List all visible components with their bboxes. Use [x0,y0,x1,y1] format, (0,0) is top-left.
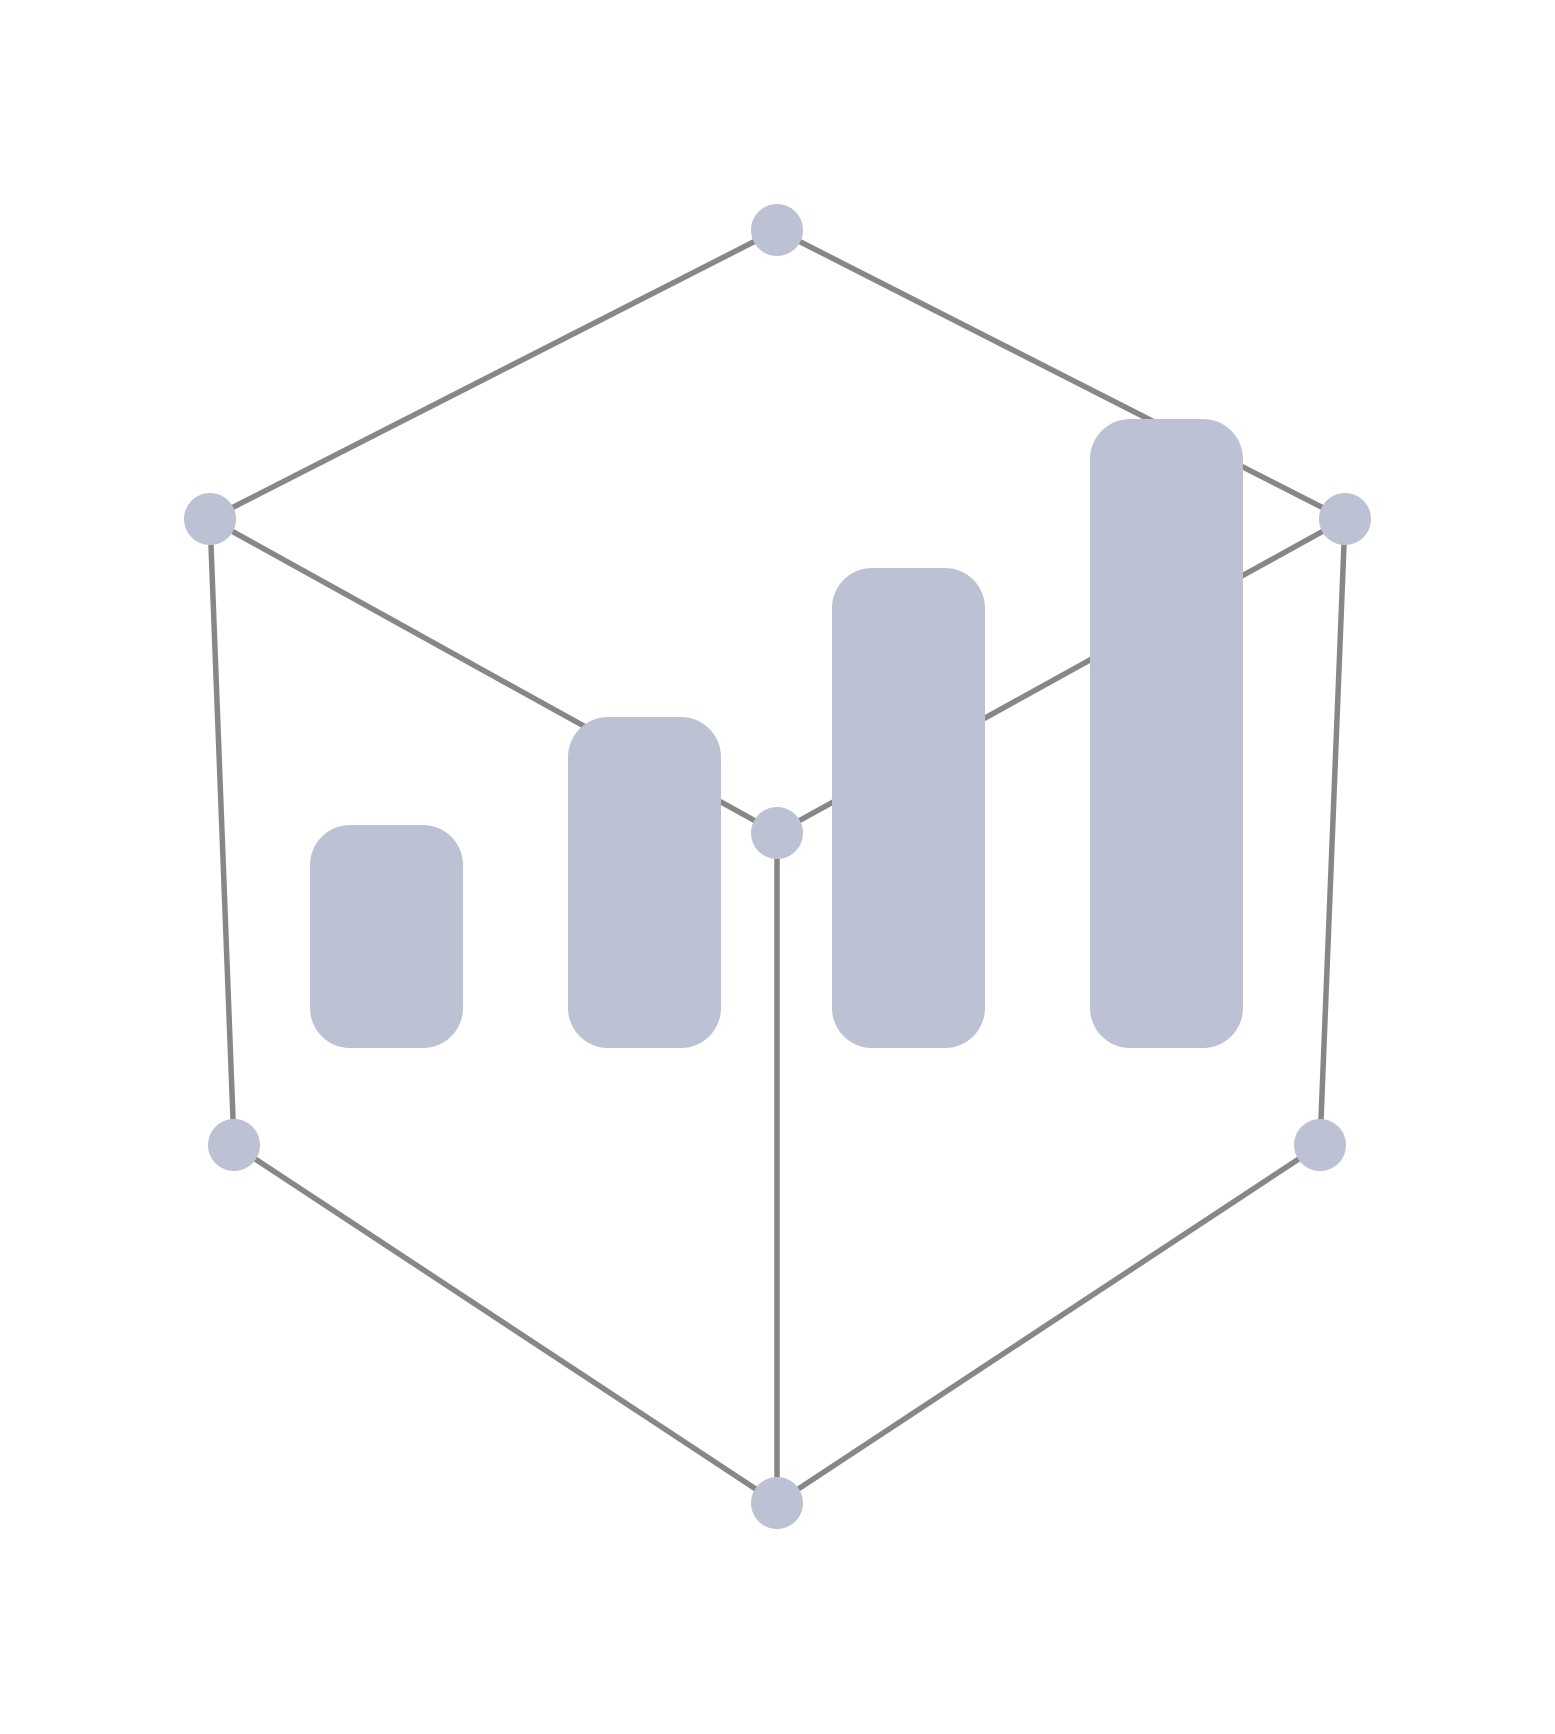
edge-left-vertical [207,516,237,1148]
bar-group [310,419,1243,1048]
bar-1 [310,825,463,1048]
bar-4 [1090,419,1243,1048]
cube-edges [207,227,1348,1506]
edge-top-left [207,227,780,522]
edge-bottom-right [774,1142,1323,1506]
vertex-upper-left [184,493,236,545]
vertex-lower-left [208,1119,260,1171]
cube-vertices [184,204,1371,1529]
vertex-bottom [751,1477,803,1529]
bar-3 [832,568,985,1048]
vertex-top [751,204,803,256]
edge-bottom-left [231,1142,780,1506]
vertex-lower-right [1294,1119,1346,1171]
edge-top-right [774,227,1348,522]
edge-right-vertical [1317,516,1348,1148]
vertex-upper-right [1319,493,1371,545]
bar-2 [568,717,721,1048]
vertex-center [751,807,803,859]
